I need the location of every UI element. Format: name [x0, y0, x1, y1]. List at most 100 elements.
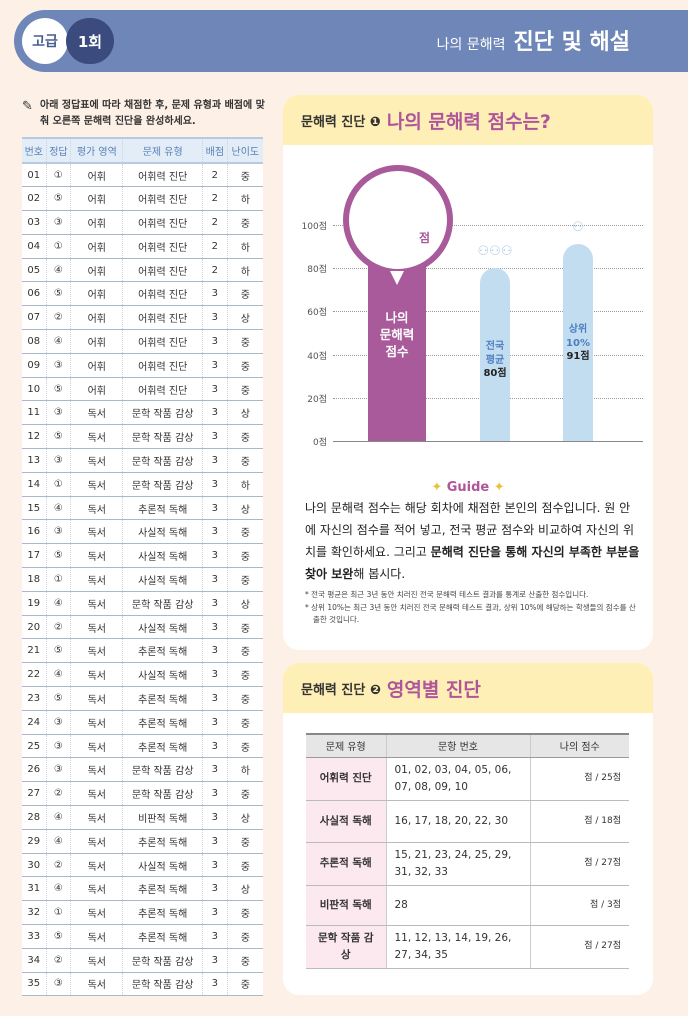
table-cell: 사실적 독해 — [122, 543, 203, 569]
table-cell: 독서 — [70, 519, 123, 545]
table-cell: 08 — [22, 329, 47, 354]
table-cell: 34 — [22, 948, 47, 973]
table-cell: 중 — [226, 972, 263, 997]
table-cell: 28 — [22, 805, 47, 830]
guide-heading: ✦ Guide ✦ — [431, 480, 505, 495]
table-cell: 3 — [202, 757, 228, 783]
table-row: 비판적 독해 28 점 / 3점 — [306, 885, 629, 926]
score-entry-field[interactable]: 점 / 27점 — [529, 925, 629, 969]
table-cell: ③ — [45, 734, 71, 759]
score-entry-field[interactable]: 점 / 25점 — [529, 757, 629, 801]
column-header: 정답 — [45, 137, 71, 164]
table-cell: 중 — [226, 377, 263, 402]
table-cell: 독서 — [70, 972, 123, 997]
table-cell: 문학 작품 감상 — [122, 781, 203, 807]
table-cell: 3 — [202, 781, 228, 807]
table-row: 06 ⑤ 어휘 어휘력 진단 3 중 — [22, 281, 263, 307]
speech-pointer — [390, 271, 404, 285]
score-entry-field[interactable]: 점 / 27점 — [529, 842, 629, 886]
table-cell: 3 — [202, 924, 228, 949]
table-cell: 어휘 — [70, 377, 123, 402]
table-cell: 중 — [226, 734, 263, 759]
para-text-end: 해 봅시다. — [353, 567, 406, 581]
table-cell: ① — [45, 472, 71, 497]
table-cell: ② — [45, 853, 71, 878]
table-cell: ③ — [45, 448, 71, 473]
bar-label-line: 전국 — [485, 341, 505, 352]
table-cell: 독서 — [70, 900, 123, 925]
table-row: 09 ③ 어휘 어휘력 진단 3 중 — [22, 353, 263, 378]
score-input-circle[interactable] — [343, 165, 453, 275]
table-cell: 사실적 독해 — [122, 519, 203, 545]
table-cell: 문학 작품 감상 — [122, 424, 203, 450]
table-cell: 중 — [226, 900, 263, 925]
bar-label: 상위 10% 91점 — [553, 323, 603, 364]
table-cell: 3 — [202, 281, 228, 307]
table-cell: 3 — [202, 424, 228, 450]
table-cell: 12 — [22, 424, 47, 450]
table-cell: 상 — [226, 496, 263, 521]
table-cell: 3 — [202, 543, 228, 569]
table-cell: 문학 작품 감상 — [122, 400, 203, 426]
table-row: 17 ⑤ 독서 사실적 독해 3 중 — [22, 543, 263, 569]
score-entry-field[interactable]: 점 / 18점 — [529, 800, 629, 843]
table-cell: 독서 — [70, 448, 123, 473]
domain-card: 문해력 진단 ❷ 영역별 진단 문제 유형 문항 번호 나의 점수 어휘력 진단 01, … — [283, 663, 653, 995]
table-cell: 06 — [22, 281, 47, 307]
table-cell: 독서 — [70, 876, 123, 902]
table-row: 21 ⑤ 독서 추론적 독해 3 중 — [22, 638, 263, 664]
table-cell: 3 — [202, 948, 228, 973]
bar-label-line: 10% — [566, 337, 590, 349]
table-cell: 01 — [22, 163, 47, 188]
table-cell: 사실적 독해 — [306, 800, 386, 843]
table-cell: 24 — [22, 710, 47, 735]
section-title: 나의 문해력 점수는? — [386, 110, 551, 133]
table-cell: 문학 작품 감상 — [306, 925, 386, 969]
table-cell: 독서 — [70, 543, 123, 569]
table-cell: 어휘 — [70, 234, 123, 259]
table-cell: ① — [45, 234, 71, 259]
people-group-icon: ⚇⚇⚇ — [477, 244, 513, 260]
table-row: 27 ② 독서 문학 작품 감상 3 중 — [22, 781, 263, 807]
table-cell: 독서 — [70, 924, 123, 949]
domain-card-header: 문해력 진단 ❷ 영역별 진단 — [283, 663, 653, 713]
score-entry-field[interactable]: 점 / 3점 — [529, 885, 629, 926]
table-cell: 추론적 독해 — [122, 876, 203, 902]
table-row: 07 ② 어휘 어휘력 진단 3 상 — [22, 305, 263, 331]
column-header: 문제 유형 — [122, 137, 203, 164]
table-cell: ⑤ — [45, 543, 71, 569]
table-row: 22 ④ 독서 사실적 독해 3 중 — [22, 662, 263, 688]
table-cell: 02 — [22, 186, 47, 212]
table-row: 08 ④ 어휘 어휘력 진단 3 중 — [22, 329, 263, 354]
table-cell: 17 — [22, 543, 47, 569]
table-cell: 중 — [226, 662, 263, 688]
table-cell: ⑤ — [45, 638, 71, 664]
table-cell: 독서 — [70, 781, 123, 807]
table-cell: 31 — [22, 876, 47, 902]
table-row: 35 ③ 독서 문학 작품 감상 3 중 — [22, 972, 263, 997]
table-cell: 어휘 — [70, 186, 123, 212]
table-cell: 20 — [22, 615, 47, 640]
table-cell: 어휘력 진단 — [122, 329, 203, 354]
table-cell: 3 — [202, 876, 228, 902]
table-cell: 추론적 독해 — [122, 924, 203, 949]
table-cell: 어휘력 진단 — [122, 353, 203, 378]
table-cell: 3 — [202, 900, 228, 925]
table-cell: ④ — [45, 662, 71, 688]
table-cell: 11, 12, 13, 14, 19, 26, 27, 34, 35 — [385, 925, 530, 969]
table-cell: 독서 — [70, 805, 123, 830]
table-cell: 중 — [226, 543, 263, 569]
table-cell: 3 — [202, 519, 228, 545]
table-cell: 독서 — [70, 424, 123, 450]
table-cell: 독서 — [70, 710, 123, 735]
column-header: 번호 — [22, 137, 47, 164]
table-cell: 독서 — [70, 757, 123, 783]
table-cell: ② — [45, 948, 71, 973]
table-cell: 3 — [202, 377, 228, 402]
table-cell: 어휘 — [70, 210, 123, 235]
bar-value-label: 80점 — [483, 368, 507, 379]
table-row: 추론적 독해 15, 21, 23, 24, 25, 29, 31, 32, 33… — [306, 842, 629, 886]
table-row: 03 ③ 어휘 어휘력 진단 2 중 — [22, 210, 263, 235]
column-header: 나의 점수 — [529, 733, 629, 758]
table-cell: 추론적 독해 — [122, 496, 203, 521]
